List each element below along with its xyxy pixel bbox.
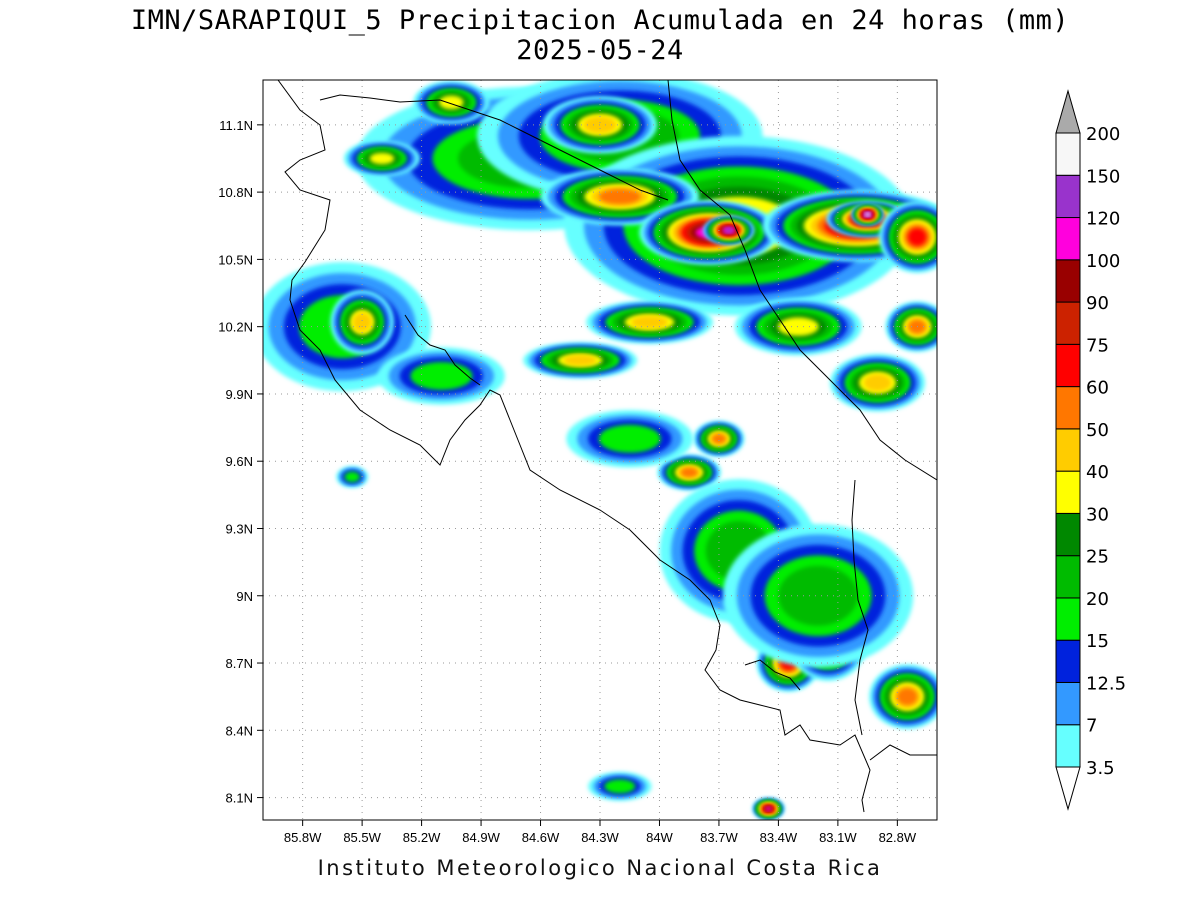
- lat-tick-label: 10.8N: [218, 185, 253, 200]
- lat-tick-label: 8.1N: [226, 791, 253, 806]
- colorbar-label: 75: [1086, 335, 1109, 356]
- axes: 85.8W 85.5W 85.2W 84.9W 84.6W 84.3W 84W 83.7W 83…: [218, 118, 917, 845]
- precip-contour: [598, 189, 641, 205]
- colorbar-min-arrow: [1055, 766, 1081, 811]
- colorbar-label: 50: [1086, 420, 1109, 441]
- colorbar-swatch: [1055, 174, 1081, 219]
- colorbar-label: 100: [1086, 251, 1120, 272]
- lon-tick-label: 83.7W: [700, 830, 738, 845]
- colorbar-swatch: [1055, 512, 1081, 557]
- precip-contour: [352, 312, 372, 332]
- colorbar-swatch: [1055, 724, 1081, 768]
- burica-coast: [869, 744, 937, 761]
- colorbar-label: 20: [1086, 589, 1109, 610]
- precip-contour: [410, 361, 473, 391]
- precip-contour: [598, 424, 661, 453]
- colorbar-label: 30: [1086, 504, 1109, 525]
- precip-contour: [680, 467, 698, 478]
- precip-contour: [604, 779, 636, 794]
- pacific-coastline: [277, 80, 871, 813]
- precip-contour: [439, 95, 464, 110]
- colorbar-swatch: [1055, 639, 1081, 683]
- precip-contour: [778, 565, 858, 626]
- chart-subtitle-date: 2025-05-24: [516, 35, 684, 66]
- colorbar-label: 200: [1086, 124, 1120, 145]
- precip-contour: [344, 471, 360, 483]
- colorbar-swatch: [1055, 470, 1081, 514]
- lat-tick-label: 10.5N: [218, 252, 253, 267]
- colorbar-label: 15: [1086, 631, 1109, 652]
- lat-tick-label: 8.7N: [226, 656, 253, 671]
- colorbar-label: 60: [1086, 378, 1109, 399]
- precip-contour: [631, 315, 668, 329]
- lon-tick-label: 84.3W: [581, 830, 619, 845]
- colorbar-label: 7: [1086, 716, 1097, 737]
- chart-title: IMN/SARAPIQUI_5 Precipitacion Acumulada …: [130, 5, 1070, 36]
- colorbar-swatch: [1055, 301, 1081, 345]
- colorbar-label: 90: [1086, 293, 1109, 314]
- precip-contour: [863, 374, 892, 392]
- panama-border: [851, 479, 869, 736]
- lon-tick-label: 84.6W: [522, 830, 560, 845]
- precip-contour: [864, 212, 871, 217]
- lon-tick-label: 85.5W: [343, 830, 381, 845]
- lon-tick-label: 82.8W: [879, 830, 917, 845]
- precip-contour: [563, 355, 597, 366]
- colorbar-max-arrow: [1055, 89, 1081, 134]
- lon-tick-label: 84.9W: [462, 830, 500, 845]
- coastlines-borders: [277, 80, 937, 813]
- colorbar-swatch: [1055, 343, 1081, 388]
- lat-tick-label: 9.3N: [226, 521, 253, 536]
- lon-tick-label: 85.2W: [403, 830, 441, 845]
- colorbar-swatch: [1055, 597, 1081, 641]
- graticule: [263, 80, 937, 820]
- precip-contour: [765, 806, 772, 811]
- lon-tick-label: 83.4W: [760, 830, 798, 845]
- lon-tick-label: 84W: [646, 830, 673, 845]
- colorbar-label: 120: [1086, 209, 1120, 230]
- colorbar-label: 150: [1086, 166, 1120, 187]
- colorbar-swatch: [1055, 132, 1081, 176]
- lat-tick-label: 9N: [236, 589, 253, 604]
- colorbar-label: 12.5: [1086, 673, 1126, 694]
- colorbar: 3.5 7 12.5 15 20 25 30 40 50 60 75 90 100 120 150 200: [1055, 89, 1126, 811]
- lat-tick-label: 9.6N: [226, 454, 253, 469]
- caribbean-coastline: [667, 80, 937, 481]
- lon-tick-label: 85.8W: [284, 830, 322, 845]
- lat-tick-label: 10.2N: [218, 320, 253, 335]
- precipitation-field: [263, 80, 937, 820]
- colorbar-label: 3.5: [1086, 758, 1115, 779]
- precip-contour: [908, 228, 927, 246]
- colorbar-swatch: [1055, 386, 1081, 430]
- lon-tick-label: 83.1W: [819, 830, 857, 845]
- nicoya-detail: [404, 314, 481, 386]
- lat-tick-label: 8.4N: [226, 723, 253, 738]
- precip-contour: [369, 152, 395, 165]
- colorbar-swatch: [1055, 259, 1081, 303]
- nicaragua-border: [319, 94, 669, 201]
- osa-peninsula: [744, 659, 801, 691]
- precip-contour: [724, 227, 734, 233]
- lat-tick-label: 9.9N: [226, 387, 253, 402]
- colorbar-label: 25: [1086, 547, 1109, 568]
- lat-tick-label: 11.1N: [219, 118, 253, 133]
- precip-contour: [712, 434, 726, 444]
- colorbar-swatch: [1055, 681, 1081, 726]
- colorbar-swatch: [1055, 555, 1081, 599]
- footer-credit: Instituto Meteorologico Nacional Costa R…: [317, 856, 883, 880]
- colorbar-swatch: [1055, 428, 1081, 472]
- precip-contour: [897, 688, 918, 706]
- colorbar-swatch: [1055, 217, 1081, 261]
- colorbar-label: 40: [1086, 462, 1109, 483]
